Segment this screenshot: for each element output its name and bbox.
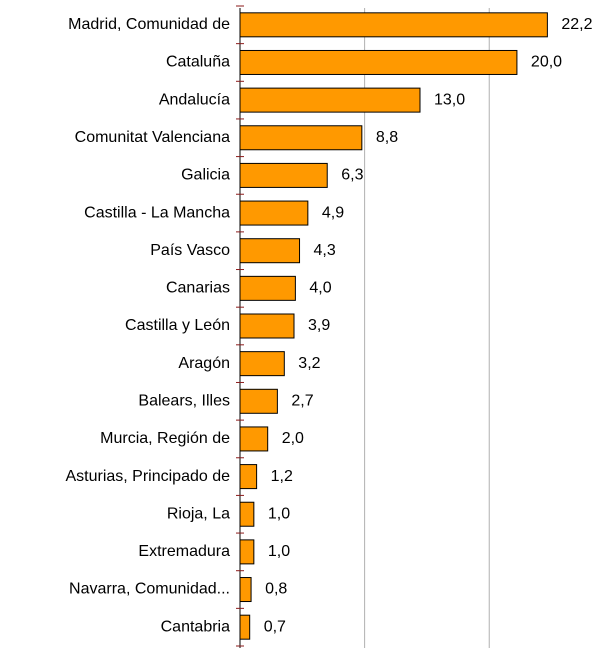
value-label: 13,0: [434, 91, 465, 108]
bar: [239, 275, 296, 301]
value-label: 8,8: [376, 129, 398, 146]
y-tick-label: Galicia: [181, 167, 230, 184]
y-tick-label: Andalucía: [159, 91, 230, 108]
value-label: 1,0: [268, 505, 290, 522]
y-tick-label: Canarias: [166, 280, 230, 297]
value-label: 1,0: [268, 543, 290, 560]
y-tick-label: Cantabria: [161, 618, 230, 635]
value-label: 0,8: [265, 581, 287, 598]
value-label: 1,2: [271, 468, 293, 485]
bar: [239, 313, 295, 339]
value-label: 3,9: [308, 317, 330, 334]
value-label: 4,9: [322, 204, 344, 221]
value-label: 4,3: [314, 242, 336, 259]
y-tick-label: Asturias, Principado de: [65, 468, 230, 485]
value-label: 6,3: [341, 167, 363, 184]
bar: [239, 351, 285, 377]
bar: [239, 12, 548, 38]
bar: [239, 501, 255, 527]
bar: [239, 162, 328, 188]
bar: [239, 614, 251, 640]
bar: [239, 87, 421, 113]
y-tick-label: Extremadura: [138, 543, 230, 560]
y-tick-label: Comunitat Valenciana: [75, 129, 230, 146]
y-tick-label: Aragón: [178, 355, 230, 372]
bar: [239, 464, 258, 490]
value-label: 2,0: [282, 430, 304, 447]
y-tick-label: Navarra, Comunidad...: [69, 581, 230, 598]
y-tick-label: Balears, Illes: [138, 393, 230, 410]
bar: [239, 49, 518, 75]
bar: [239, 426, 269, 452]
y-tick-label: Cataluña: [166, 54, 230, 71]
value-label: 0,7: [264, 618, 286, 635]
bar: [239, 200, 309, 226]
value-label: 20,0: [531, 54, 562, 71]
value-label: 3,2: [298, 355, 320, 372]
value-label: 22,2: [561, 16, 592, 33]
y-tick-label: Murcia, Región de: [100, 430, 230, 447]
y-tick-label: País Vasco: [150, 242, 230, 259]
y-tick-label: Castilla y León: [125, 317, 230, 334]
value-label: 2,7: [291, 393, 313, 410]
bar: [239, 388, 278, 414]
bar: [239, 539, 255, 565]
bar: [239, 577, 252, 603]
value-label: 4,0: [309, 280, 331, 297]
bar: [239, 125, 363, 151]
bar: [239, 238, 301, 264]
y-tick-label: Castilla - La Mancha: [84, 204, 230, 221]
y-tick-label: Rioja, La: [167, 505, 230, 522]
y-tick-label: Madrid, Comunidad de: [68, 16, 230, 33]
